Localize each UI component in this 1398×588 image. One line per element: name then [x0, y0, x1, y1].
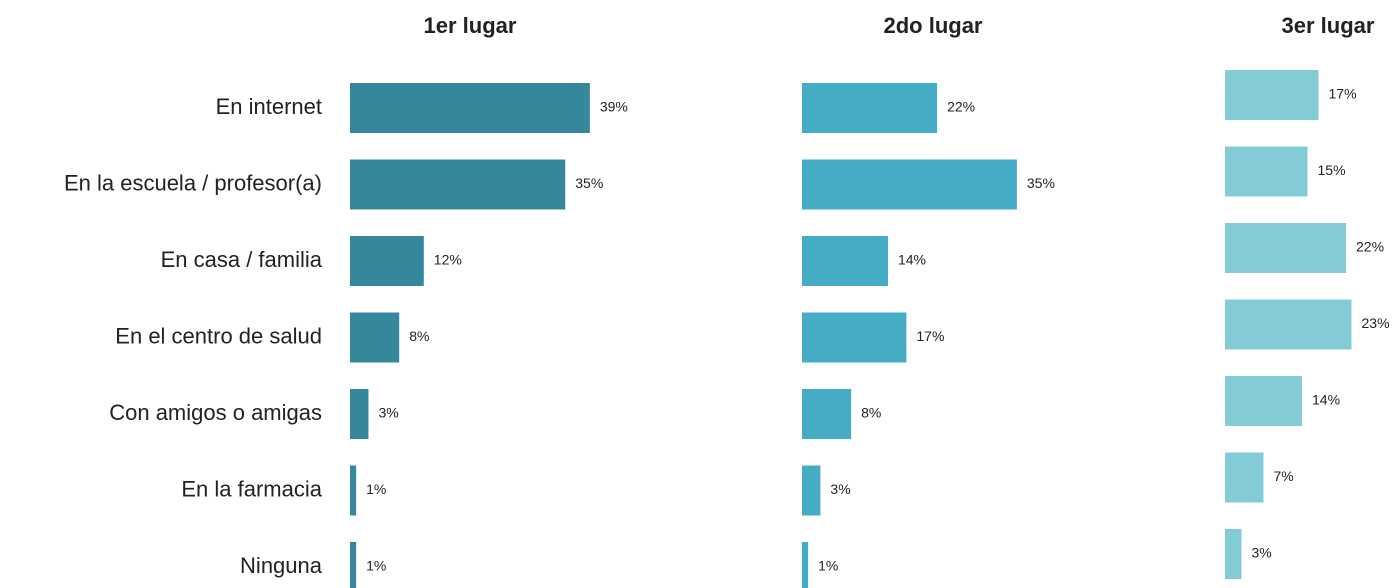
value-label: 35% [1027, 175, 1055, 191]
bar [350, 389, 369, 439]
category-label: Ninguna [240, 553, 323, 578]
bar [350, 465, 357, 516]
value-label: 8% [409, 328, 429, 344]
value-label: 1% [818, 558, 838, 574]
bar [802, 159, 1017, 210]
bar [1225, 70, 1319, 120]
bar [350, 159, 566, 210]
bar [1225, 299, 1352, 350]
bar [350, 83, 590, 133]
bar [1225, 452, 1264, 503]
value-label: 8% [861, 405, 881, 421]
value-label: 12% [434, 252, 462, 268]
bar [802, 312, 907, 363]
value-label: 35% [575, 175, 603, 191]
bar [350, 236, 424, 286]
bar [350, 542, 357, 588]
panel-title: 1er lugar [424, 13, 517, 38]
bar [802, 465, 821, 516]
bar [802, 83, 938, 133]
value-label: 39% [600, 99, 628, 115]
bar [1225, 223, 1346, 273]
bar [1225, 146, 1308, 197]
panel-title: 2do lugar [883, 13, 982, 38]
category-label: En casa / familia [161, 247, 323, 272]
value-label: 22% [947, 99, 975, 115]
bar [1225, 376, 1302, 426]
value-label: 14% [898, 252, 926, 268]
value-label: 7% [1274, 468, 1294, 484]
panel-title: 3er lugar [1282, 13, 1375, 38]
value-label: 15% [1318, 162, 1346, 178]
value-label: 17% [916, 328, 944, 344]
value-label: 23% [1362, 315, 1390, 331]
bar [1225, 529, 1242, 579]
value-label: 3% [1252, 545, 1272, 561]
category-label: En el centro de salud [115, 323, 322, 348]
value-label: 1% [366, 558, 386, 574]
category-label: En internet [216, 94, 322, 119]
category-label: Con amigos o amigas [109, 400, 322, 425]
value-label: 22% [1356, 239, 1384, 255]
category-label: En la escuela / profesor(a) [64, 170, 322, 195]
value-label: 1% [366, 481, 386, 497]
bar [802, 542, 809, 588]
value-label: 3% [830, 481, 850, 497]
category-label: En la farmacia [181, 476, 322, 501]
value-label: 17% [1329, 86, 1357, 102]
value-label: 3% [378, 405, 398, 421]
value-label: 14% [1312, 392, 1340, 408]
bar [802, 236, 888, 286]
bar [350, 312, 400, 363]
bar [802, 389, 852, 439]
